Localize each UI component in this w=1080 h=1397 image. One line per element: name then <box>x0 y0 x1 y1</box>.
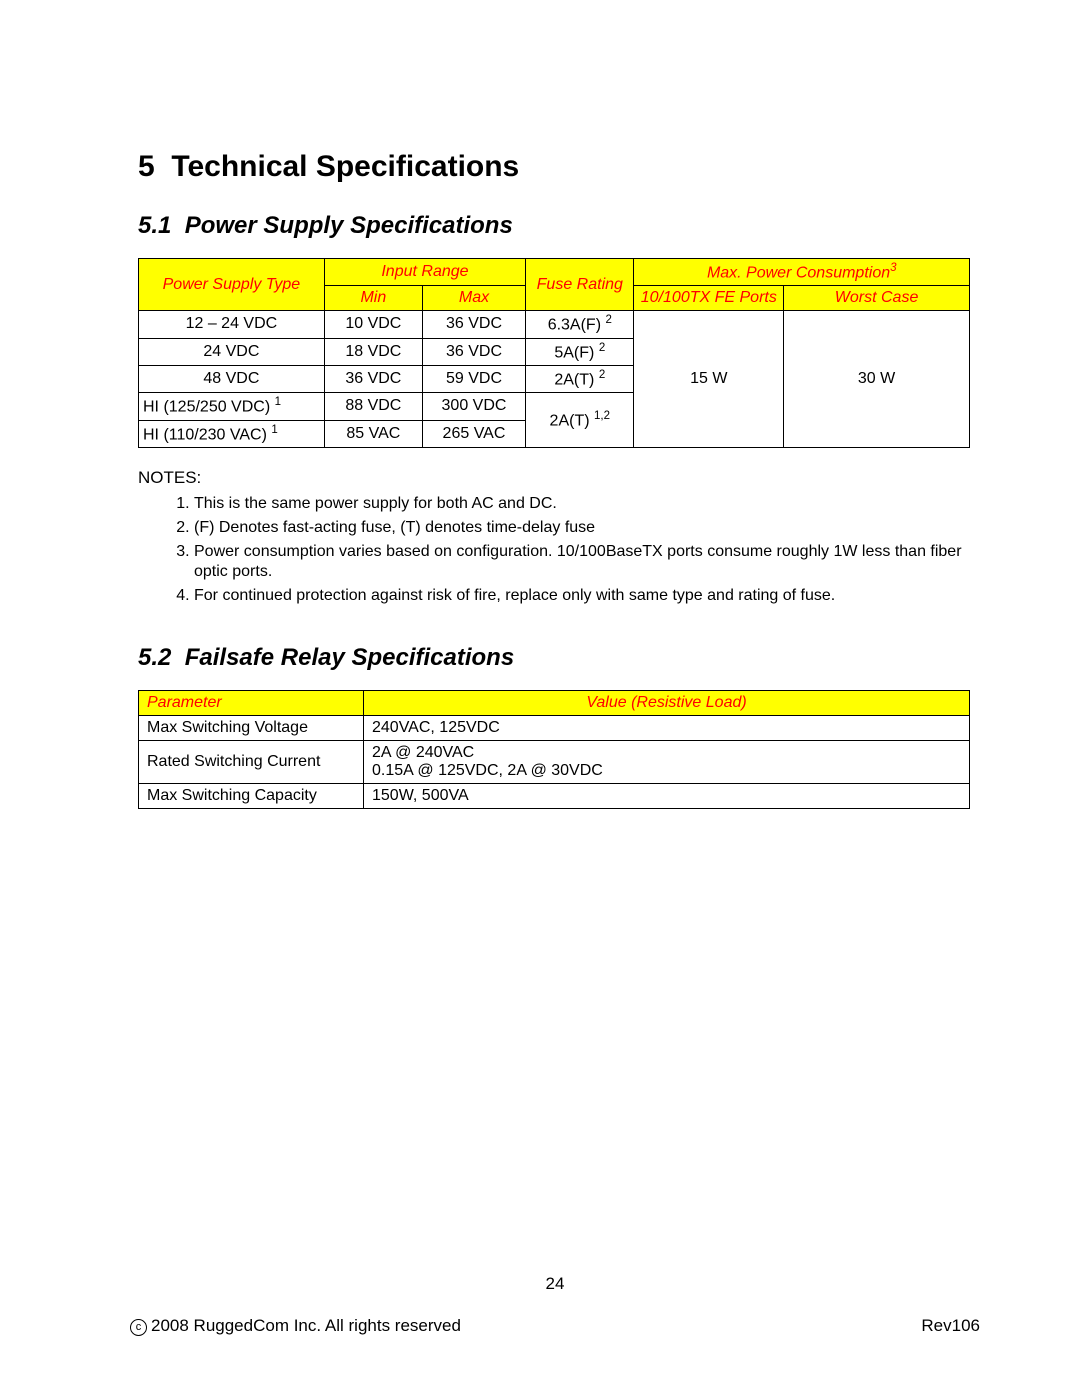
cell-sup: 2 <box>599 342 605 354</box>
cell-text: 2A(T) <box>550 412 590 429</box>
footer-text: 2008 RuggedCom Inc. All rights reserved <box>151 1316 461 1335</box>
table-row: 12 – 24 VDC 10 VDC 36 VDC 6.3A(F) 2 15 W… <box>139 311 970 338</box>
cell-fuse: 5A(F) 2 <box>526 338 634 365</box>
section-number: 5.2 <box>138 644 171 671</box>
note-item: Power consumption varies based on config… <box>194 542 970 582</box>
th-label: Max. Power Consumption <box>707 264 890 281</box>
cell-sup: 1 <box>275 396 281 408</box>
th-label: 10/100TX FE Ports <box>641 289 777 306</box>
cell-text: 6.3A(F) <box>548 317 601 334</box>
cell-max: 36 VDC <box>422 311 525 338</box>
section-number: 5.1 <box>138 212 171 239</box>
cell-value: 150W, 500VA <box>364 783 970 808</box>
page-number: 24 <box>130 1274 980 1294</box>
cell-max: 59 VDC <box>422 365 525 392</box>
cell-param: Rated Switching Current <box>139 740 364 783</box>
th-ps-type: Power Supply Type <box>139 259 325 311</box>
cell-param: Max Switching Capacity <box>139 783 364 808</box>
cell-sup: 2 <box>605 314 611 326</box>
table-row: Rated Switching Current 2A @ 240VAC 0.15… <box>139 740 970 783</box>
th-worst: Worst Case <box>784 286 970 311</box>
cell-worst: 30 W <box>784 311 970 448</box>
th-fe: 10/100TX FE Ports <box>634 286 784 311</box>
cell-max: 300 VDC <box>422 393 525 420</box>
cell-fe: 15 W <box>634 311 784 448</box>
power-supply-table: Power Supply Type Input Range Fuse Ratin… <box>138 258 970 448</box>
cell-min: 88 VDC <box>324 393 422 420</box>
notes-label: NOTES: <box>138 468 970 488</box>
note-item: (F) Denotes fast-acting fuse, (T) denote… <box>194 518 970 538</box>
cell-min: 10 VDC <box>324 311 422 338</box>
section-5-2-heading: 5.2 Failsafe Relay Specifications <box>138 644 970 672</box>
th-sup: 3 <box>890 262 896 274</box>
note-item: For continued protection against risk of… <box>194 586 970 606</box>
cell-param: Max Switching Voltage <box>139 715 364 740</box>
cell-type: 48 VDC <box>139 365 325 392</box>
table-row: Max Switching Capacity 150W, 500VA <box>139 783 970 808</box>
th-fuse: Fuse Rating <box>526 259 634 311</box>
note-item: This is the same power supply for both A… <box>194 494 970 514</box>
cell-min: 18 VDC <box>324 338 422 365</box>
cell-min: 36 VDC <box>324 365 422 392</box>
cell-type: HI (125/250 VDC) 1 <box>139 393 325 420</box>
cell-text: 2A(T) <box>554 371 594 388</box>
cell-sup: 2 <box>599 369 605 381</box>
section-title: Failsafe Relay Specifications <box>185 644 514 671</box>
cell-type: 12 – 24 VDC <box>139 311 325 338</box>
page-footer: 24 c2008 RuggedCom Inc. All rights reser… <box>130 1274 980 1337</box>
footer-copyright: c2008 RuggedCom Inc. All rights reserved <box>130 1316 461 1337</box>
table-row: Max Switching Voltage 240VAC, 125VDC <box>139 715 970 740</box>
table-header-row: Parameter Value (Resistive Load) <box>139 690 970 715</box>
cell-text: 5A(F) <box>554 344 594 361</box>
cell-sup: 1,2 <box>594 410 610 422</box>
cell-type: 24 VDC <box>139 338 325 365</box>
cell-max: 36 VDC <box>422 338 525 365</box>
chapter-number: 5 <box>138 150 155 183</box>
cell-fuse: 6.3A(F) 2 <box>526 311 634 338</box>
cell-value: 2A @ 240VAC 0.15A @ 125VDC, 2A @ 30VDC <box>364 740 970 783</box>
th-parameter: Parameter <box>139 690 364 715</box>
failsafe-relay-table: Parameter Value (Resistive Load) Max Swi… <box>138 690 970 809</box>
th-input-range: Input Range <box>324 259 525 286</box>
cell-sup: 1 <box>271 424 277 436</box>
th-max: Max <box>422 286 525 311</box>
cell-text: HI (125/250 VDC) <box>143 399 270 416</box>
th-min: Min <box>324 286 422 311</box>
cell-type: HI (110/230 VAC) 1 <box>139 420 325 447</box>
cell-fuse: 2A(T) 2 <box>526 365 634 392</box>
chapter-heading: 5 Technical Specifications <box>138 150 970 184</box>
cell-value: 240VAC, 125VDC <box>364 715 970 740</box>
footer-rev: Rev106 <box>921 1316 980 1337</box>
table-header-row: Power Supply Type Input Range Fuse Ratin… <box>139 259 970 286</box>
chapter-title: Technical Specifications <box>171 150 519 183</box>
cell-max: 265 VAC <box>422 420 525 447</box>
cell-text: HI (110/230 VAC) <box>143 426 267 443</box>
th-label: Fuse Rating <box>537 276 623 293</box>
section-5-1-heading: 5.1 Power Supply Specifications <box>138 212 970 240</box>
copyright-icon: c <box>130 1319 147 1336</box>
th-label: Power Supply Type <box>163 276 301 293</box>
th-value: Value (Resistive Load) <box>364 690 970 715</box>
cell-fuse-merged: 2A(T) 1,2 <box>526 393 634 448</box>
cell-min: 85 VAC <box>324 420 422 447</box>
section-title: Power Supply Specifications <box>185 212 513 239</box>
document-page: 5 Technical Specifications 5.1 Power Sup… <box>0 0 1080 1397</box>
th-maxpc: Max. Power Consumption3 <box>634 259 970 286</box>
notes-list: This is the same power supply for both A… <box>168 494 970 606</box>
